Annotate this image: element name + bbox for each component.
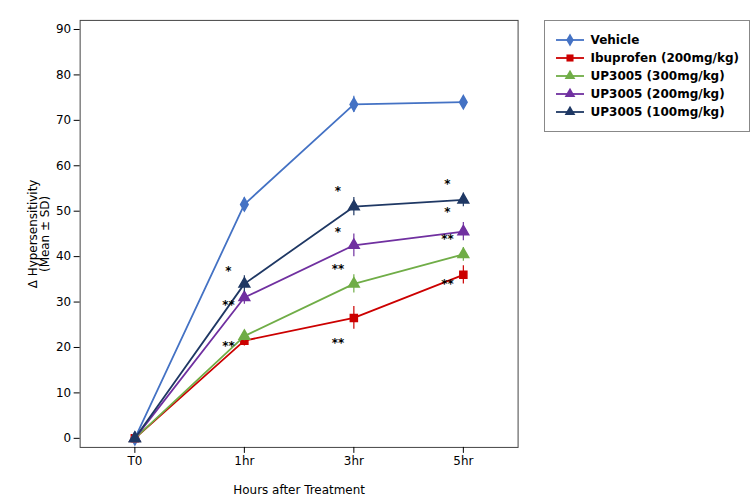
svg-text:T0: T0 [126, 454, 142, 468]
svg-text:*: * [335, 225, 341, 239]
html-text:Vehicle: Vehicle [590, 33, 640, 47]
svg-text:20: 20 [56, 340, 71, 354]
svg-text:50: 50 [56, 204, 71, 218]
svg-text:1hr: 1hr [234, 454, 254, 468]
svg-text:*: * [444, 205, 450, 219]
svg-text:*: * [335, 184, 341, 198]
svg-text:*: * [225, 264, 231, 278]
html-text:UP3005 (300mg/kg): UP3005 (300mg/kg) [590, 69, 725, 83]
svg-text:60: 60 [56, 159, 71, 173]
svg-text:80: 80 [56, 68, 71, 82]
svg-text:Δ Hypersensitivity(Mean ± SD): Δ Hypersensitivity(Mean ± SD) [26, 180, 52, 289]
svg-text:30: 30 [56, 295, 71, 309]
html-text:UP3005 (200mg/kg): UP3005 (200mg/kg) [590, 87, 725, 101]
svg-text:Hours after Treatment: Hours after Treatment [233, 483, 365, 496]
svg-text:0: 0 [64, 431, 72, 445]
svg-text:**: ** [441, 277, 454, 291]
svg-text:40: 40 [56, 249, 71, 263]
svg-text:3hr: 3hr [344, 454, 364, 468]
svg-text:70: 70 [56, 113, 71, 127]
svg-text:**: ** [332, 262, 345, 276]
html-text:Ibuprofen (200mg/kg): Ibuprofen (200mg/kg) [590, 51, 739, 65]
svg-text:90: 90 [56, 22, 71, 36]
svg-text:5hr: 5hr [453, 454, 473, 468]
svg-text:*: * [444, 177, 450, 191]
svg-text:**: ** [222, 339, 235, 353]
svg-text:**: ** [222, 298, 235, 312]
svg-text:**: ** [441, 232, 454, 246]
html-text:UP3005 (100mg/kg): UP3005 (100mg/kg) [590, 105, 725, 119]
svg-text:10: 10 [56, 386, 71, 400]
svg-text:**: ** [332, 336, 345, 350]
